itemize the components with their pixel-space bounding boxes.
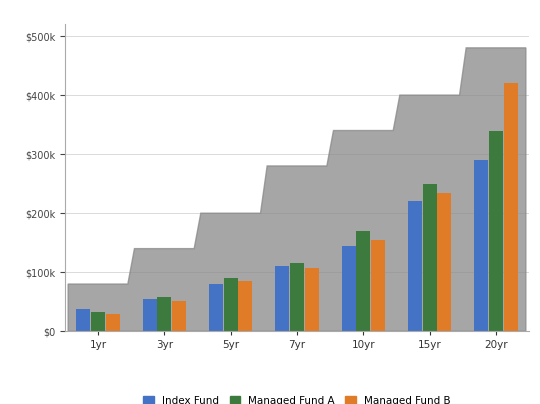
Bar <box>356 231 370 331</box>
Bar <box>209 284 223 331</box>
Bar <box>224 278 238 331</box>
Bar <box>91 312 105 331</box>
Bar <box>342 246 356 331</box>
Bar <box>371 240 385 331</box>
Bar <box>105 314 119 331</box>
Bar <box>305 267 319 331</box>
Bar <box>504 83 518 331</box>
Bar <box>238 281 252 331</box>
Bar <box>408 201 422 331</box>
Bar <box>290 263 304 331</box>
Bar <box>437 193 451 331</box>
Bar <box>489 130 503 331</box>
Bar <box>423 184 437 331</box>
Polygon shape <box>68 48 526 331</box>
Bar <box>172 301 186 331</box>
Bar <box>157 297 171 331</box>
Bar <box>475 160 489 331</box>
Text: Retirement Index Funds v Managed Funds: Retirement Index Funds v Managed Funds <box>146 383 394 396</box>
Bar <box>143 299 157 331</box>
Bar <box>76 309 90 331</box>
Bar <box>275 266 289 331</box>
Legend: Index Fund, Managed Fund A, Managed Fund B: Index Fund, Managed Fund A, Managed Fund… <box>139 392 455 404</box>
